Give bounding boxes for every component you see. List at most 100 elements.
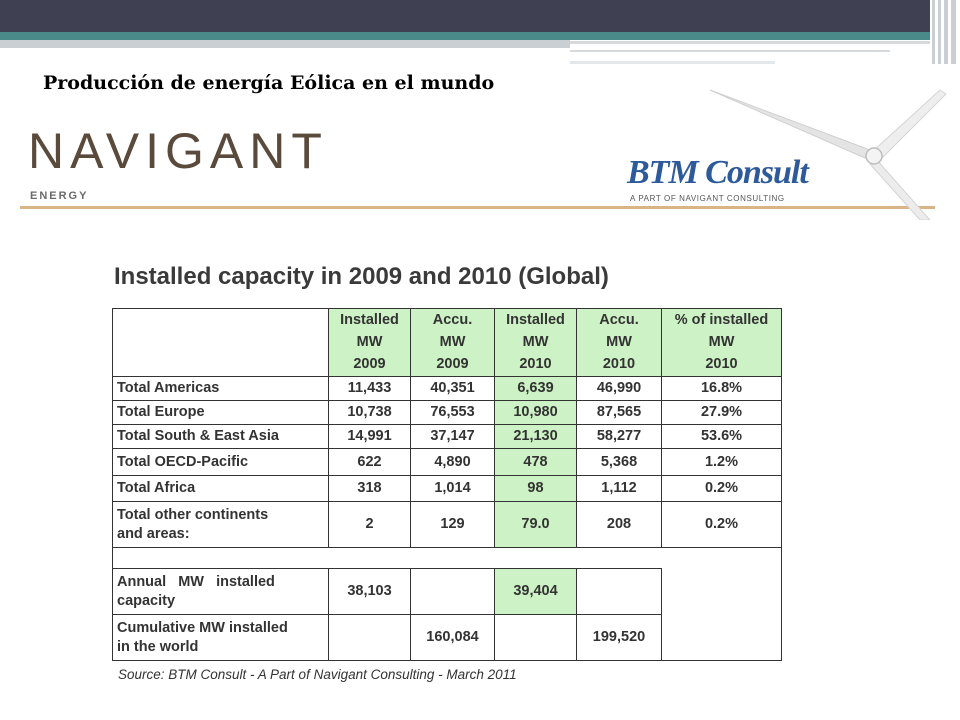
table-heading: Installed capacity in 2009 and 2010 (Glo… bbox=[114, 263, 609, 290]
row-label: Annual MW installed capacity bbox=[112, 568, 329, 615]
table-cell: 37,147 bbox=[410, 424, 495, 449]
column-header-line: MW bbox=[439, 334, 466, 350]
table-row: Cumulative MW installed in the world 160… bbox=[112, 614, 782, 661]
row-label: Total South & East Asia bbox=[112, 424, 329, 449]
table-cell: 53.6% bbox=[661, 424, 782, 449]
navigant-logo-subtitle: ENERGY bbox=[30, 190, 89, 202]
table-cell: 11,433 bbox=[328, 376, 411, 401]
table-cell: 87,565 bbox=[576, 400, 662, 425]
wind-turbine-icon bbox=[709, 89, 947, 220]
table-row: Total Europe 10,738 76,553 10,980 87,565… bbox=[112, 400, 782, 425]
table-cell: 622 bbox=[328, 448, 411, 476]
banner-rule bbox=[20, 206, 935, 209]
header-bar bbox=[0, 0, 930, 32]
row-label: Cumulative MW installed in the world bbox=[112, 614, 329, 661]
table-cell: 129 bbox=[410, 501, 495, 548]
column-header-line: Installed bbox=[340, 312, 399, 328]
table-cell: 0.2% bbox=[661, 475, 782, 502]
column-header-line: MW bbox=[606, 334, 632, 350]
column-header: Accu. MW 2010 bbox=[576, 308, 662, 377]
column-header: Accu. MW 2009 bbox=[410, 308, 495, 377]
table-cell: 40,351 bbox=[410, 376, 495, 401]
table-cell: 14,991 bbox=[328, 424, 411, 449]
row-label: Total other continents and areas: bbox=[112, 501, 329, 548]
table-spacer-row bbox=[112, 547, 782, 569]
table-row: Annual MW installed capacity 38,103 39,4… bbox=[112, 568, 782, 661]
table-header-row: Installed MW 2009 Accu. MW 2009 Installe… bbox=[112, 308, 782, 377]
spacer-cell bbox=[577, 548, 662, 569]
navigant-logo: NAVIGANT bbox=[28, 123, 328, 179]
column-header-line: Installed bbox=[506, 312, 565, 328]
column-header-line: Accu. bbox=[599, 312, 639, 328]
table-cell: 46,990 bbox=[576, 376, 662, 401]
table-cell: 10,738 bbox=[328, 400, 411, 425]
column-header-line: MW bbox=[356, 334, 383, 350]
row-label-line: and areas: bbox=[117, 525, 190, 542]
row-label: Total Americas bbox=[112, 376, 329, 401]
table-cell: 4,890 bbox=[410, 448, 495, 476]
table-corner-cell bbox=[112, 308, 329, 377]
table-cell: 38,103 bbox=[328, 568, 411, 615]
corner-stripes bbox=[930, 0, 960, 64]
table-cell: 2 bbox=[328, 501, 411, 548]
table-cell: 6,639 bbox=[494, 376, 577, 401]
column-header: % of installed MW 2010 bbox=[661, 308, 782, 377]
table-cell: 79.0 bbox=[494, 501, 577, 548]
spacer-cell bbox=[411, 548, 495, 569]
column-header-line: 2009 bbox=[436, 356, 469, 372]
row-label-line: in the world bbox=[117, 638, 199, 655]
table-cell: 318 bbox=[328, 475, 411, 502]
header-line bbox=[570, 61, 775, 64]
column-header-line: 2010 bbox=[602, 356, 636, 372]
column-header-line: 2010 bbox=[519, 356, 552, 372]
column-header-line: 2009 bbox=[353, 356, 386, 372]
table-cell: 98 bbox=[494, 475, 577, 502]
row-label: Total Europe bbox=[112, 400, 329, 425]
table-source: Source: BTM Consult - A Part of Navigant… bbox=[118, 667, 517, 682]
header-accent-bar bbox=[0, 32, 930, 40]
logo-banner: NAVIGANT ENERGY BTM Consult A PART OF NA… bbox=[20, 89, 947, 220]
row-label: Total Africa bbox=[112, 475, 329, 502]
header-sub-bar bbox=[0, 40, 570, 48]
table-cell: 27.9% bbox=[661, 400, 782, 425]
table-cell: 5,368 bbox=[576, 448, 662, 476]
btm-consult-logo: BTM Consult bbox=[627, 154, 809, 191]
table-cell: 10,980 bbox=[494, 400, 577, 425]
table-cell bbox=[410, 568, 495, 615]
table-row: Total Africa 318 1,014 98 1,112 0.2% bbox=[112, 475, 782, 502]
table-row: Total OECD-Pacific 622 4,890 478 5,368 1… bbox=[112, 448, 782, 476]
spacer-cell bbox=[112, 547, 329, 569]
spacer-cell bbox=[495, 548, 577, 569]
row-label-line: Annual MW installed bbox=[117, 573, 275, 590]
table-cell: 16.8% bbox=[661, 376, 782, 401]
table-row: Total South & East Asia 14,991 37,147 21… bbox=[112, 424, 782, 449]
row-label: Total OECD-Pacific bbox=[112, 448, 329, 476]
table-cell: 1.2% bbox=[661, 448, 782, 476]
table-cell: 1,014 bbox=[410, 475, 495, 502]
table-cell: 39,404 bbox=[494, 568, 577, 615]
table-row: Total Americas 11,433 40,351 6,639 46,99… bbox=[112, 376, 782, 401]
spacer-cell bbox=[661, 547, 782, 569]
table-cell: 478 bbox=[494, 448, 577, 476]
slide-title: Producción de energía Eólica en el mundo bbox=[43, 72, 495, 94]
row-label-line: Total other continents bbox=[117, 506, 269, 523]
row-label-line: Cumulative MW installed bbox=[117, 619, 288, 636]
table-cell: 1,112 bbox=[576, 475, 662, 502]
spacer-cell bbox=[329, 548, 411, 569]
btm-consult-logo-subtitle: A PART OF NAVIGANT CONSULTING bbox=[630, 194, 785, 203]
header-line bbox=[570, 50, 890, 52]
table-cell bbox=[494, 614, 577, 661]
column-header: Installed MW 2009 bbox=[328, 308, 411, 377]
row-label-line: capacity bbox=[117, 592, 176, 609]
table-cell: 21,130 bbox=[494, 424, 577, 449]
table-cell: 199,520 bbox=[576, 614, 662, 661]
table-row: Total other continents and areas: 2 129 … bbox=[112, 501, 782, 548]
table-cell bbox=[661, 568, 782, 661]
table-cell: 76,553 bbox=[410, 400, 495, 425]
table-cell: 160,084 bbox=[410, 614, 495, 661]
table-cell: 58,277 bbox=[576, 424, 662, 449]
column-header-line: Accu. bbox=[432, 312, 473, 328]
table-cell: 208 bbox=[576, 501, 662, 548]
header-line bbox=[570, 41, 930, 44]
column-header-line: % of installed bbox=[674, 312, 769, 328]
